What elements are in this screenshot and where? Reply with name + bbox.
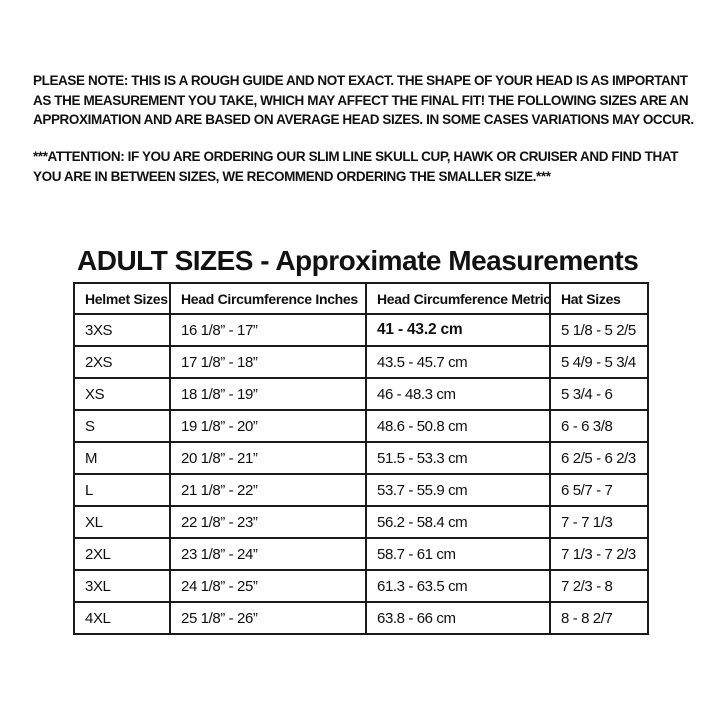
- cell-metric: 48.6 - 50.8 cm: [365, 409, 551, 443]
- header-hat-sizes: Hat Sizes: [549, 282, 649, 315]
- cell-metric: 51.5 - 53.3 cm: [365, 441, 551, 475]
- cell-metric: 43.5 - 45.7 cm: [365, 345, 551, 379]
- table-row: XS 18 1/8” - 19” 46 - 48.3 cm 5 3/4 - 6: [73, 377, 649, 411]
- table-row: 3XS 16 1/8” - 17” 41 - 43.2 cm 5 1/8 - 5…: [73, 313, 649, 347]
- table-row: S 19 1/8” - 20” 48.6 - 50.8 cm 6 - 6 3/8: [73, 409, 649, 443]
- cell-hat-size: 6 5/7 - 7: [549, 473, 649, 507]
- attention-paragraph: ***ATTENTION: IF YOU ARE ORDERING OUR SL…: [33, 149, 679, 184]
- cell-metric: 63.8 - 66 cm: [365, 601, 551, 635]
- cell-helmet-size: XL: [73, 505, 171, 539]
- cell-inches: 25 1/8” - 26”: [169, 601, 367, 635]
- cell-metric: 53.7 - 55.9 cm: [365, 473, 551, 507]
- cell-hat-size: 6 - 6 3/8: [549, 409, 649, 443]
- cell-helmet-size: 2XS: [73, 345, 171, 379]
- cell-hat-size: 6 2/5 - 6 2/3: [549, 441, 649, 475]
- page-title: ADULT SIZES - Approximate Measurements: [77, 244, 639, 276]
- cell-inches: 16 1/8” - 17”: [169, 313, 367, 347]
- table-row: XL 22 1/8” - 23” 56.2 - 58.4 cm 7 - 7 1/…: [73, 505, 649, 539]
- cell-helmet-size: XS: [73, 377, 171, 411]
- cell-metric: 41 - 43.2 cm: [365, 313, 551, 347]
- cell-hat-size: 5 1/8 - 5 2/5: [549, 313, 649, 347]
- cell-helmet-size: L: [73, 473, 171, 507]
- cell-hat-size: 7 1/3 - 7 2/3: [549, 537, 649, 571]
- cell-metric: 61.3 - 63.5 cm: [365, 569, 551, 603]
- cell-inches: 22 1/8” - 23”: [169, 505, 367, 539]
- cell-hat-size: 7 - 7 1/3: [549, 505, 649, 539]
- cell-helmet-size: S: [73, 409, 171, 443]
- table-row: L 21 1/8” - 22” 53.7 - 55.9 cm 6 5/7 - 7: [73, 473, 649, 507]
- cell-metric: 58.7 - 61 cm: [365, 537, 551, 571]
- cell-helmet-size: M: [73, 441, 171, 475]
- header-circumference-metric: Head Circumference Metric: [365, 282, 551, 315]
- table-row: 3XL 24 1/8” - 25” 61.3 - 63.5 cm 7 2/3 -…: [73, 569, 649, 603]
- cell-helmet-size: 3XS: [73, 313, 171, 347]
- table-row: 4XL 25 1/8” - 26” 63.8 - 66 cm 8 - 8 2/7: [73, 601, 649, 635]
- cell-metric: 46 - 48.3 cm: [365, 377, 551, 411]
- table-row: 2XL 23 1/8” - 24” 58.7 - 61 cm 7 1/3 - 7…: [73, 537, 649, 571]
- cell-inches: 20 1/8” - 21”: [169, 441, 367, 475]
- cell-inches: 17 1/8” - 18”: [169, 345, 367, 379]
- header-helmet-sizes: Helmet Sizes: [73, 282, 171, 315]
- table-header-row: Helmet Sizes Head Circumference Inches H…: [73, 282, 649, 315]
- size-table: Helmet Sizes Head Circumference Inches H…: [73, 282, 649, 635]
- cell-inches: 23 1/8” - 24”: [169, 537, 367, 571]
- cell-helmet-size: 3XL: [73, 569, 171, 603]
- cell-inches: 18 1/8” - 19”: [169, 377, 367, 411]
- header-circumference-inches: Head Circumference Inches: [169, 282, 367, 315]
- cell-inches: 19 1/8” - 20”: [169, 409, 367, 443]
- note-paragraph: PLEASE NOTE: THIS IS A ROUGH GUIDE AND N…: [33, 73, 694, 127]
- table-row: M 20 1/8” - 21” 51.5 - 53.3 cm 6 2/5 - 6…: [73, 441, 649, 475]
- cell-inches: 24 1/8” - 25”: [169, 569, 367, 603]
- cell-hat-size: 8 - 8 2/7: [549, 601, 649, 635]
- cell-hat-size: 5 3/4 - 6: [549, 377, 649, 411]
- cell-hat-size: 7 2/3 - 8: [549, 569, 649, 603]
- table-row: 2XS 17 1/8” - 18” 43.5 - 45.7 cm 5 4/9 -…: [73, 345, 649, 379]
- cell-helmet-size: 2XL: [73, 537, 171, 571]
- cell-inches: 21 1/8” - 22”: [169, 473, 367, 507]
- cell-helmet-size: 4XL: [73, 601, 171, 635]
- cell-metric: 56.2 - 58.4 cm: [365, 505, 551, 539]
- cell-hat-size: 5 4/9 - 5 3/4: [549, 345, 649, 379]
